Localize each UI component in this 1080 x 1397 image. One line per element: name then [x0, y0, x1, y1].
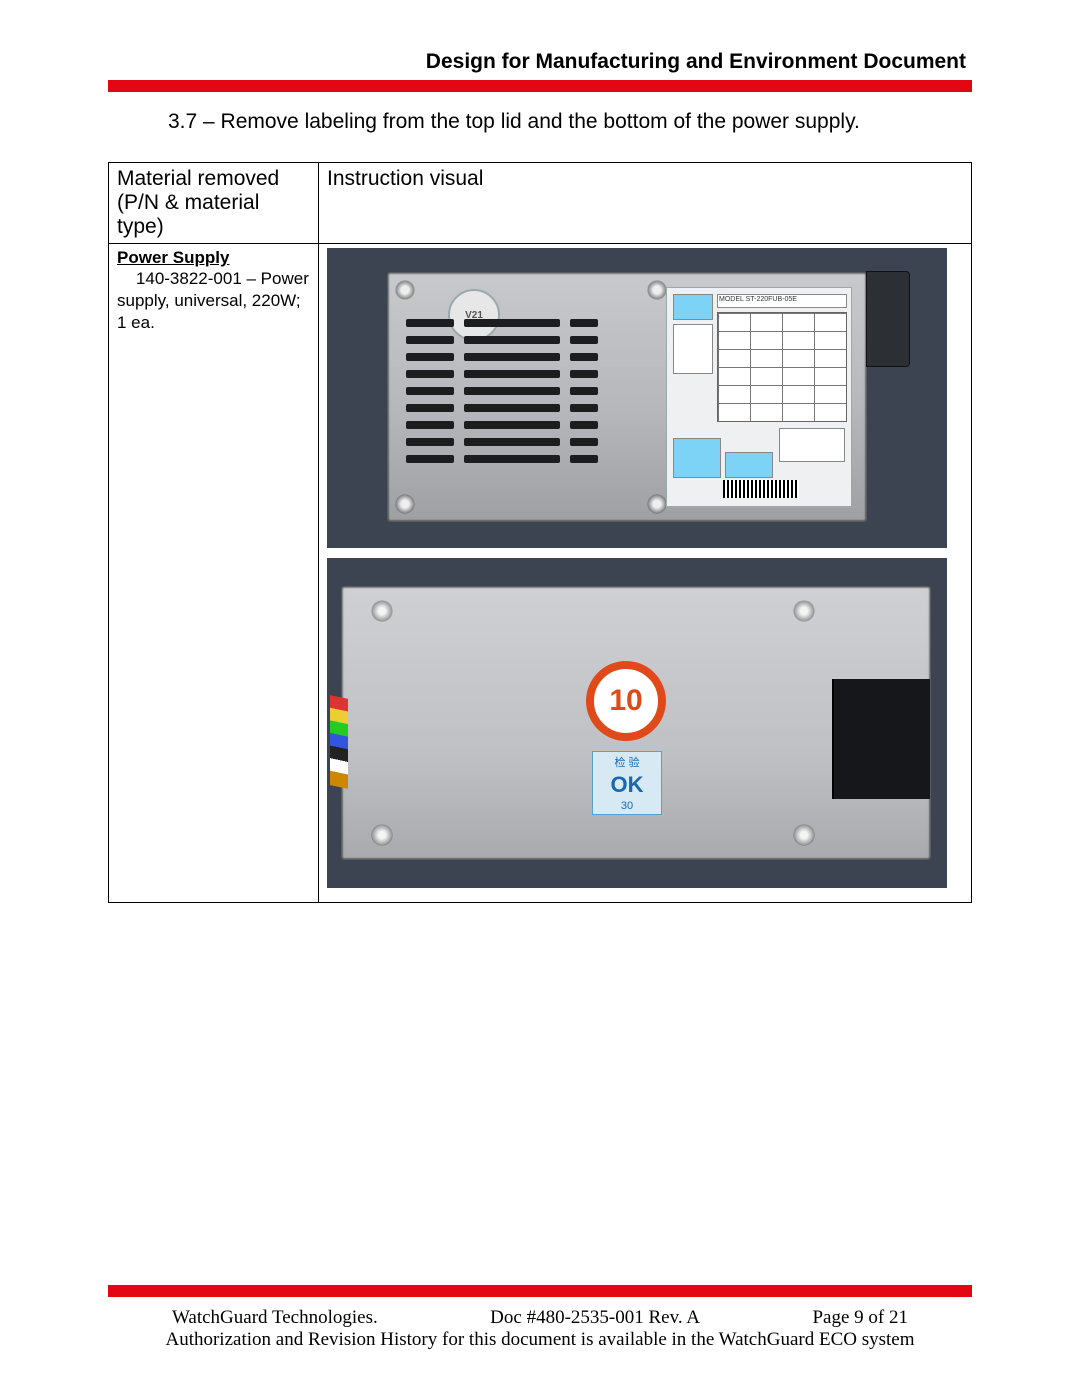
psu-bracket — [866, 271, 910, 367]
ten-year-label: 10 — [586, 661, 666, 741]
header-title: Design for Manufacturing and Environment… — [108, 50, 972, 80]
qc-label-sub: 检 验 — [614, 754, 639, 770]
psu-bottom-body: 10 检 验 OK 30 — [341, 586, 931, 860]
psu-cables — [330, 695, 348, 789]
qc-label-main: OK — [611, 772, 644, 798]
psu-top-body: V21 — [387, 272, 867, 522]
qc-ok-label: 检 验 OK 30 — [592, 751, 662, 815]
footer-red-bar — [108, 1285, 972, 1297]
psu-fan — [832, 679, 930, 799]
table-header-row: Material removed (P/N & material type) I… — [109, 163, 972, 244]
footer-company: WatchGuard Technologies. — [172, 1307, 378, 1329]
material-title: Power Supply — [117, 248, 310, 268]
col-visual-header: Instruction visual — [319, 163, 972, 244]
psu-bottom-photo: 10 检 验 OK 30 — [327, 558, 947, 888]
table-row: Power Supply 140-3822-001 – Power supply… — [109, 244, 972, 903]
vent-grille — [406, 319, 646, 489]
page-footer: WatchGuard Technologies. Doc #480-2535-0… — [108, 1285, 972, 1351]
footer-page: Page 9 of 21 — [812, 1307, 908, 1329]
material-body: 140-3822-001 – Power supply, universal, … — [117, 268, 310, 334]
header-red-bar — [108, 80, 972, 92]
section-instruction: 3.7 – Remove labeling from the top lid a… — [108, 110, 972, 134]
footer-doc: Doc #480-2535-001 Rev. A — [490, 1307, 700, 1329]
psu-top-photo: V21 — [327, 248, 947, 548]
materials-table: Material removed (P/N & material type) I… — [108, 162, 972, 903]
rating-label: MODEL ST-220FUB-05E — [666, 287, 852, 507]
col-material-header: Material removed (P/N & material type) — [109, 163, 319, 244]
material-cell: Power Supply 140-3822-001 – Power supply… — [109, 244, 319, 903]
visual-cell: V21 — [319, 244, 972, 903]
qc-label-num: 30 — [621, 800, 633, 812]
footer-note: Authorization and Revision History for t… — [108, 1329, 972, 1351]
